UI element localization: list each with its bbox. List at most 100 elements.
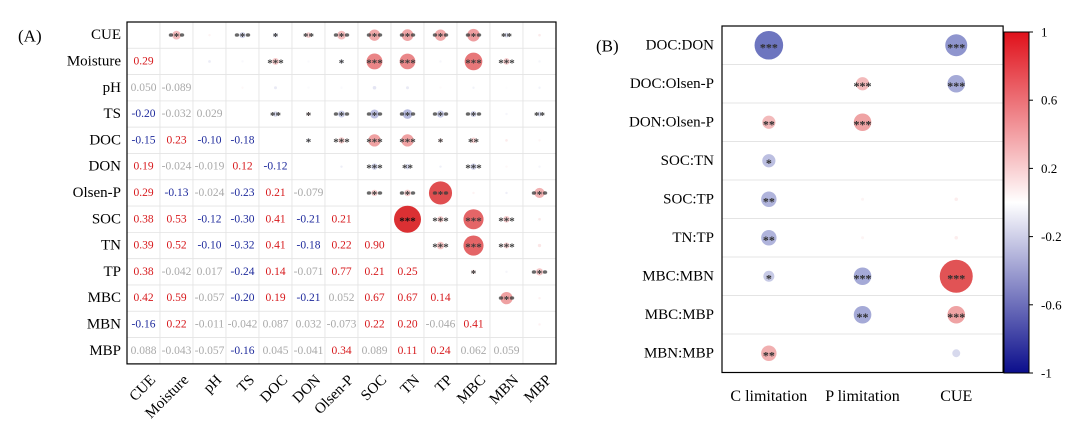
heatmap-cell <box>522 337 557 365</box>
significance-stars: ** <box>534 110 546 122</box>
heatmap-cell <box>489 310 524 338</box>
significance-stars: *** <box>366 110 383 122</box>
corr-circle <box>538 60 541 63</box>
corr-circle <box>241 60 244 63</box>
significance-stars: *** <box>333 136 350 148</box>
corr-value: 0.050 <box>131 82 157 94</box>
heatmap-cell <box>258 337 293 365</box>
corr-value: 0.67 <box>397 292 417 304</box>
corr-circle <box>436 241 445 250</box>
corr-circle <box>505 270 508 274</box>
significance-stars: ** <box>763 233 775 247</box>
significance-stars: * <box>766 156 772 170</box>
corr-value: -0.21 <box>297 213 321 225</box>
corr-value: 0.29 <box>133 187 153 199</box>
significance-stars: *** <box>267 57 284 69</box>
col-label-p-limitation: P limitation <box>825 388 900 405</box>
corr-value: 0.21 <box>364 266 384 278</box>
corr-circle <box>370 109 379 119</box>
corr-circle <box>535 268 544 276</box>
panel-a: (A) 0.29 0.050 -0.089 -0.20 -0.032 0.029 -0.15 0… <box>18 21 557 422</box>
corr-circle <box>404 189 411 197</box>
corr-circle <box>368 29 381 41</box>
significance-stars: *** <box>234 31 251 43</box>
corr-value: 0.12 <box>232 161 252 173</box>
corr-circle <box>436 110 445 118</box>
corr-value: -0.024 <box>195 187 225 199</box>
col-label-doc: DOC <box>257 372 291 406</box>
corr-circle <box>406 86 409 90</box>
corr-circle <box>307 86 310 89</box>
corr-circle <box>855 77 870 91</box>
heatmap-cell <box>291 179 326 207</box>
col-label-mbn: MBN <box>487 372 523 408</box>
corr-circle <box>762 154 776 168</box>
panel-b-border <box>721 25 1004 374</box>
corr-circle <box>340 165 343 168</box>
corr-value: -0.011 <box>195 318 225 330</box>
row-label-ts: TS <box>103 106 121 122</box>
heatmap-cell <box>423 310 458 338</box>
significance-stars: *** <box>947 271 965 285</box>
significance-stars: *** <box>498 242 515 254</box>
significance-stars: *** <box>366 189 383 201</box>
colorbar-tick-label: -0.2 <box>1041 229 1062 244</box>
corr-value: -0.23 <box>231 187 255 199</box>
corr-circle <box>463 235 484 256</box>
corr-circle <box>754 30 784 60</box>
corr-circle <box>505 191 508 195</box>
corr-value: 0.59 <box>166 292 186 304</box>
corr-value: 0.25 <box>397 266 417 278</box>
row-label-mbc: MBC <box>88 290 121 306</box>
corr-circle <box>434 29 447 41</box>
corr-circle <box>470 137 477 144</box>
corr-value: -0.042 <box>162 266 192 278</box>
corr-circle <box>437 216 444 223</box>
heatmap-cell <box>159 126 194 154</box>
corr-circle <box>537 111 542 117</box>
corr-circle <box>402 109 413 119</box>
corr-circle <box>337 30 346 40</box>
corr-circle <box>761 191 777 207</box>
corr-circle <box>500 292 513 305</box>
colorbar-tick-label: 1 <box>1041 25 1048 40</box>
significance-stars: ** <box>763 348 775 362</box>
corr-value: 0.052 <box>329 292 355 304</box>
corr-value: 0.34 <box>331 345 351 357</box>
heatmap-cell <box>159 284 194 312</box>
heatmap-cell <box>357 284 392 312</box>
significance-stars: *** <box>399 215 416 227</box>
corr-circle <box>505 112 508 116</box>
corr-circle <box>853 267 872 286</box>
corr-value: 0.19 <box>265 292 285 304</box>
significance-stars: *** <box>432 110 449 122</box>
corr-circle <box>538 33 541 37</box>
corr-value: 0.14 <box>430 292 450 304</box>
corr-value: 0.41 <box>265 240 285 252</box>
row-label-soc: SOC <box>92 211 121 227</box>
corr-value: -0.30 <box>231 213 255 225</box>
corr-circle <box>505 139 508 142</box>
corr-value: -0.16 <box>132 318 156 330</box>
significance-stars: *** <box>498 215 515 227</box>
corr-value: 0.77 <box>331 266 351 278</box>
significance-stars: *** <box>854 79 872 93</box>
row-label-soc-tp: SOC:TP <box>663 191 714 207</box>
corr-value: 0.088 <box>131 345 157 357</box>
corr-value: 0.38 <box>133 266 153 278</box>
corr-value: 0.087 <box>263 318 289 330</box>
row-label-mbc-mbn: MBC:MBN <box>642 268 714 284</box>
corr-circle <box>439 165 442 168</box>
corr-circle <box>538 296 541 300</box>
heatmap-cell <box>324 310 359 338</box>
corr-value: -0.041 <box>294 345 324 357</box>
heatmap-cell <box>126 284 161 312</box>
heatmap-cell <box>324 258 359 286</box>
corr-value: -0.21 <box>297 292 321 304</box>
heatmap-cell <box>324 284 359 312</box>
corr-circle <box>401 134 414 147</box>
heatmap-cell <box>192 179 227 207</box>
heatmap-cell <box>126 205 161 233</box>
significance-stars: *** <box>168 31 185 43</box>
